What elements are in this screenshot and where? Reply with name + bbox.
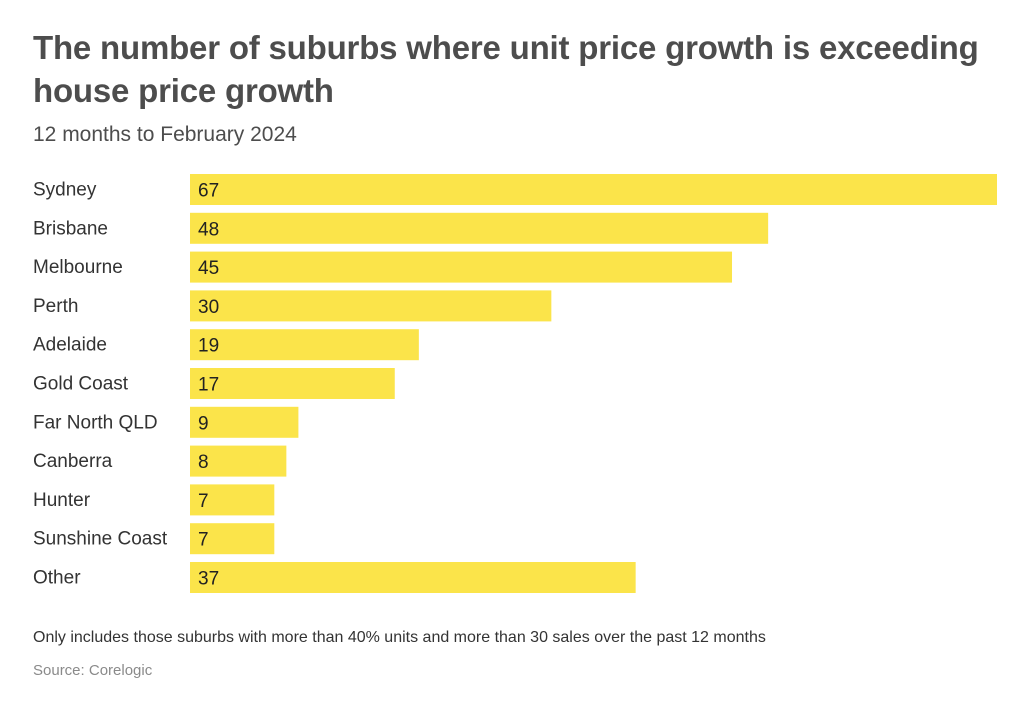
value-label-other: 37 (198, 569, 219, 590)
value-label-sunshine-coast: 7 (198, 530, 209, 551)
bar-perth (190, 290, 552, 322)
value-label-adelaide: 19 (198, 336, 219, 357)
value-label-gold-coast: 17 (198, 375, 219, 396)
category-label-sydney: Sydney (33, 180, 97, 201)
value-label-perth: 30 (198, 297, 219, 318)
category-label-sunshine-coast: Sunshine Coast (33, 529, 168, 550)
bar-canberra (190, 445, 287, 477)
bar-gold-coast (190, 368, 395, 399)
bar-adelaide (190, 329, 419, 361)
value-label-melbourne: 45 (198, 258, 219, 279)
bar-far-north-qld (190, 406, 299, 438)
bar-brisbane (190, 212, 769, 244)
value-label-far-north-qld: 9 (198, 413, 209, 434)
category-label-melbourne: Melbourne (33, 257, 123, 278)
category-label-canberra: Canberra (33, 451, 113, 472)
bar-melbourne (190, 251, 733, 283)
chart-source: Source: Corelogic (33, 662, 153, 679)
category-label-other: Other (33, 568, 81, 589)
category-label-gold-coast: Gold Coast (33, 374, 129, 395)
bar-other (190, 562, 636, 593)
bar-sunshine-coast (190, 523, 275, 555)
category-label-adelaide: Adelaide (33, 335, 107, 356)
value-label-sydney: 67 (198, 181, 219, 202)
category-label-perth: Perth (33, 296, 78, 317)
category-label-far-north-qld: Far North QLD (33, 412, 158, 433)
bar-chart: Sydney 67 Brisbane 48 Melbourne 45 Perth 30 Adel… (33, 174, 997, 593)
chart-subtitle: 12 months to February 2024 (33, 123, 297, 146)
chart-title: The number of suburbs where unit price g… (33, 29, 979, 109)
value-label-brisbane: 48 (198, 219, 219, 240)
bar-sydney (190, 174, 997, 205)
value-label-canberra: 8 (198, 452, 209, 473)
value-label-hunter: 7 (198, 491, 209, 512)
bar-hunter (190, 484, 275, 516)
category-label-hunter: Hunter (33, 490, 91, 511)
category-label-brisbane: Brisbane (33, 218, 108, 239)
chart-footnote: Only includes those suburbs with more th… (33, 629, 766, 646)
